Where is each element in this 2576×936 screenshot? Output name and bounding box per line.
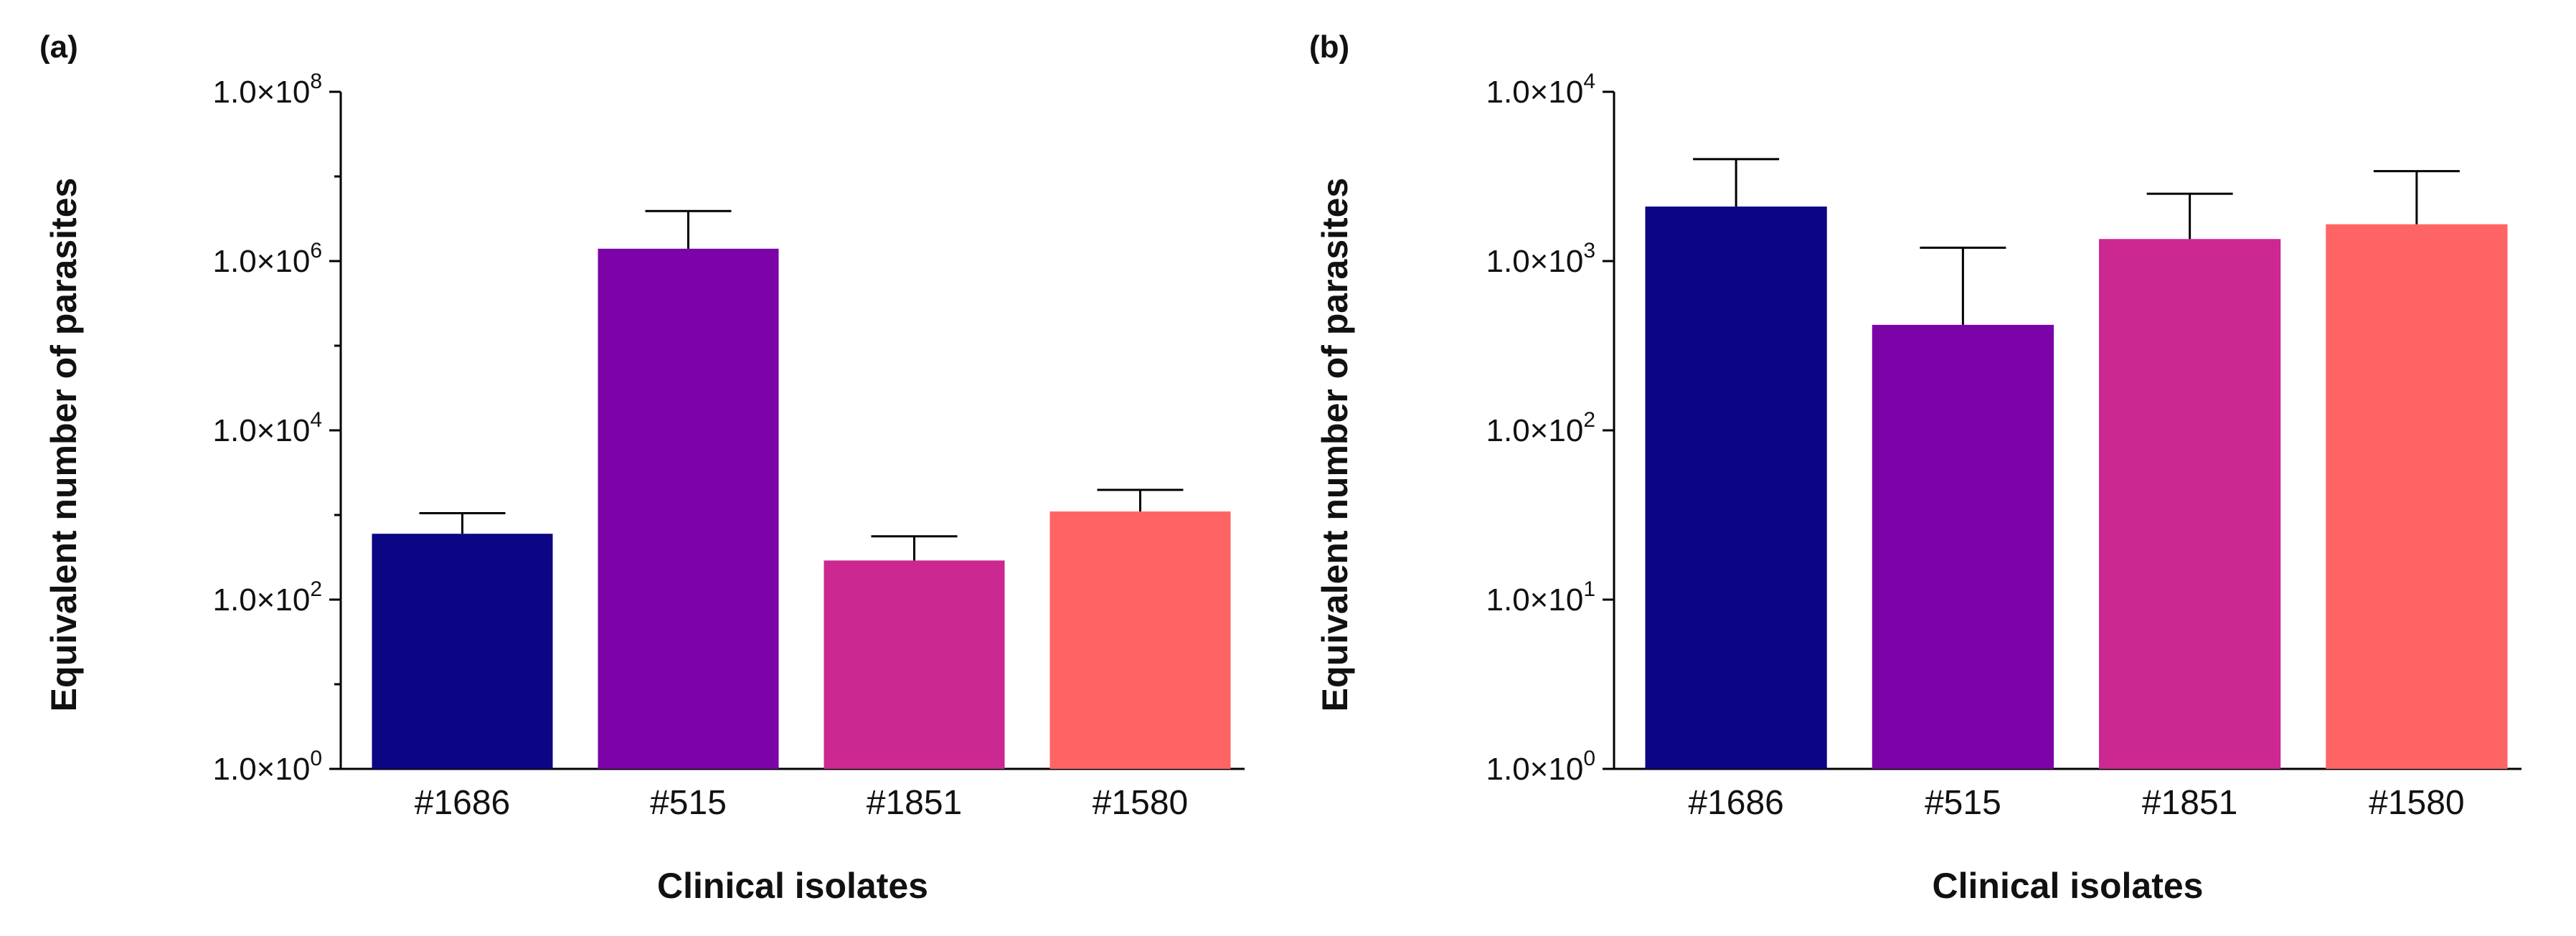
y-tick-label: 1.0×102 — [1486, 408, 1596, 448]
y-axis-title: Equivalent number of parasites — [1315, 178, 1355, 712]
x-tick-label: #1851 — [867, 784, 962, 822]
y-axis-title: Equivalent number of parasites — [44, 178, 84, 712]
x-axis-title: Clinical isolates — [657, 866, 928, 906]
y-tick-mantissa: 1.0×10 — [1486, 75, 1584, 110]
y-tick-exponent: 0 — [310, 747, 322, 770]
panel-label: (a) — [39, 29, 78, 65]
y-tick-mantissa: 1.0×10 — [213, 413, 311, 448]
x-tick-label: #1580 — [2369, 784, 2464, 822]
bar-1580 — [2326, 224, 2508, 769]
x-tick-label: #515 — [650, 784, 727, 822]
y-tick-mantissa: 1.0×10 — [213, 582, 311, 618]
y-tick-exponent: 8 — [310, 70, 322, 93]
y-tick-label: 1.0×103 — [1486, 239, 1596, 279]
x-tick-label: #515 — [1925, 784, 2001, 822]
y-tick-label: 1.0×101 — [1486, 577, 1596, 618]
y-tick-exponent: 4 — [1583, 70, 1595, 93]
bar-1851 — [824, 560, 1005, 769]
chart-panel-a: (a)1.0×1001.0×1021.0×1041.0×1061.0×108#1… — [39, 29, 1245, 906]
y-tick-label: 1.0×108 — [213, 70, 323, 110]
bar-1686 — [1645, 206, 1827, 769]
chart-panel-b: (b)1.0×1001.0×1011.0×1021.0×1031.0×104#1… — [1309, 29, 2521, 906]
x-tick-label: #1851 — [2142, 784, 2237, 822]
y-tick-label: 1.0×100 — [1486, 747, 1596, 787]
y-tick-mantissa: 1.0×10 — [213, 75, 311, 110]
x-tick-label: #1580 — [1093, 784, 1188, 822]
y-tick-label: 1.0×106 — [213, 239, 323, 279]
y-tick-mantissa: 1.0×10 — [213, 752, 311, 787]
y-tick-exponent: 2 — [1583, 408, 1595, 432]
y-tick-mantissa: 1.0×10 — [1486, 752, 1584, 787]
bar-1686 — [372, 534, 553, 769]
x-tick-label: #1686 — [1688, 784, 1783, 822]
y-tick-exponent: 4 — [310, 408, 322, 432]
y-tick-label: 1.0×104 — [1486, 70, 1596, 110]
bar-1851 — [2099, 239, 2281, 770]
bar-515 — [598, 248, 779, 769]
y-tick-label: 1.0×100 — [213, 747, 323, 787]
y-tick-label: 1.0×104 — [213, 408, 323, 448]
bar-1580 — [1049, 511, 1231, 769]
bar-515 — [1872, 324, 2054, 769]
x-axis-title: Clinical isolates — [1933, 866, 2204, 906]
y-tick-exponent: 1 — [1583, 577, 1595, 601]
y-tick-mantissa: 1.0×10 — [213, 244, 311, 279]
y-tick-exponent: 2 — [310, 577, 322, 601]
y-tick-exponent: 0 — [1583, 747, 1595, 770]
y-tick-label: 1.0×102 — [213, 577, 323, 618]
y-tick-exponent: 6 — [310, 239, 322, 263]
y-tick-mantissa: 1.0×10 — [1486, 244, 1584, 279]
y-tick-exponent: 3 — [1583, 239, 1595, 263]
y-tick-mantissa: 1.0×10 — [1486, 582, 1584, 618]
x-tick-label: #1686 — [415, 784, 510, 822]
panel-label: (b) — [1309, 29, 1349, 65]
y-tick-mantissa: 1.0×10 — [1486, 413, 1584, 448]
